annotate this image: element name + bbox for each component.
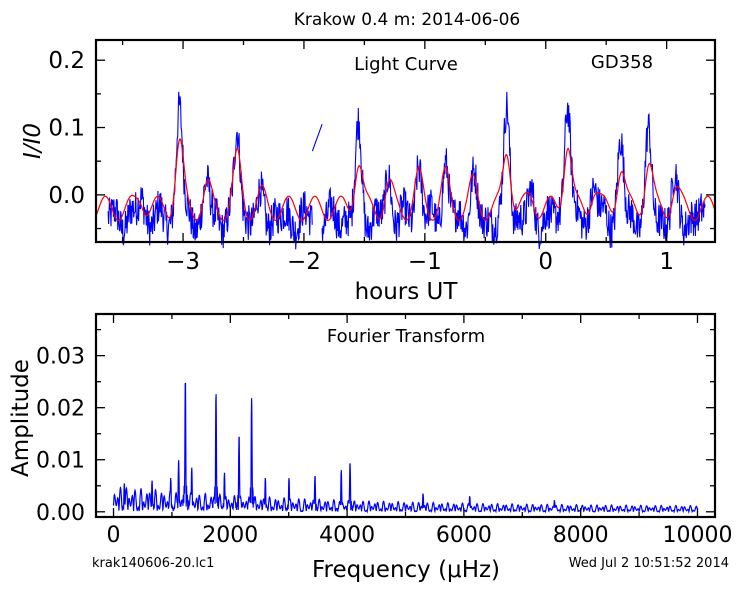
- light-curve-panel: −3 −2 −1 0 1 0.0 0.1 0.2 Light Curve GD358 hour…: [20, 38, 717, 305]
- fourier-panel: 0 2000 4000 6000 8000 10000 0.00 0.01 0.02 0.03 F…: [8, 312, 732, 583]
- light-curve-ylabel: I/I0: [20, 123, 46, 159]
- light-curve-xlabel: hours UT: [355, 279, 459, 305]
- x-tick-label: 1: [659, 249, 674, 275]
- amplitude-spectrum-line: [112, 382, 699, 515]
- y-tick-label: 0.2: [48, 48, 85, 74]
- fourier-annotation: Fourier Transform: [327, 326, 485, 347]
- y-tick-label: 0.01: [36, 449, 85, 474]
- y-tick-label: 0.03: [36, 345, 85, 370]
- x-tick-label: 2000: [202, 523, 258, 548]
- figure-title: Krakow 0.4 m: 2014-06-06: [294, 10, 520, 30]
- fourier-lines: [112, 382, 699, 515]
- x-tick-label: −2: [287, 249, 321, 275]
- x-tick-label: 0: [107, 523, 121, 548]
- light-curve-frame: [94, 38, 717, 244]
- x-tick-label: 0: [538, 249, 553, 275]
- fourier-ylabel: Amplitude: [8, 359, 34, 477]
- series-data-line: [107, 91, 706, 250]
- y-tick-label: 0.00: [36, 501, 85, 526]
- y-tick-label: 0.02: [36, 397, 85, 422]
- footer-timestamp: Wed Jul 2 10:51:52 2014: [569, 556, 729, 571]
- light-curve-lines: [95, 91, 716, 250]
- light-curve-annotation: Light Curve: [354, 54, 458, 75]
- x-tick-label: 6000: [436, 523, 492, 548]
- y-tick-label: 0.0: [48, 183, 85, 209]
- x-tick-label: 8000: [553, 523, 609, 548]
- y-tick-label: 0.1: [48, 116, 85, 142]
- x-tick-label: −1: [408, 249, 442, 275]
- x-tick-label: 4000: [319, 523, 375, 548]
- light-curve-ticks: −3 −2 −1 0 1 0.0 0.1 0.2: [48, 40, 715, 275]
- fourier-xlabel: Frequency (μHz): [312, 557, 500, 583]
- fourier-ticks: 0 2000 4000 6000 8000 10000 0.00 0.01 0.02 0.03: [36, 314, 732, 548]
- footer-filename: krak140606-20.lc1: [92, 556, 214, 571]
- x-tick-label: −3: [166, 249, 200, 275]
- target-label: GD358: [591, 52, 653, 73]
- x-tick-label: 10000: [662, 523, 732, 548]
- series-model-line: [95, 138, 716, 222]
